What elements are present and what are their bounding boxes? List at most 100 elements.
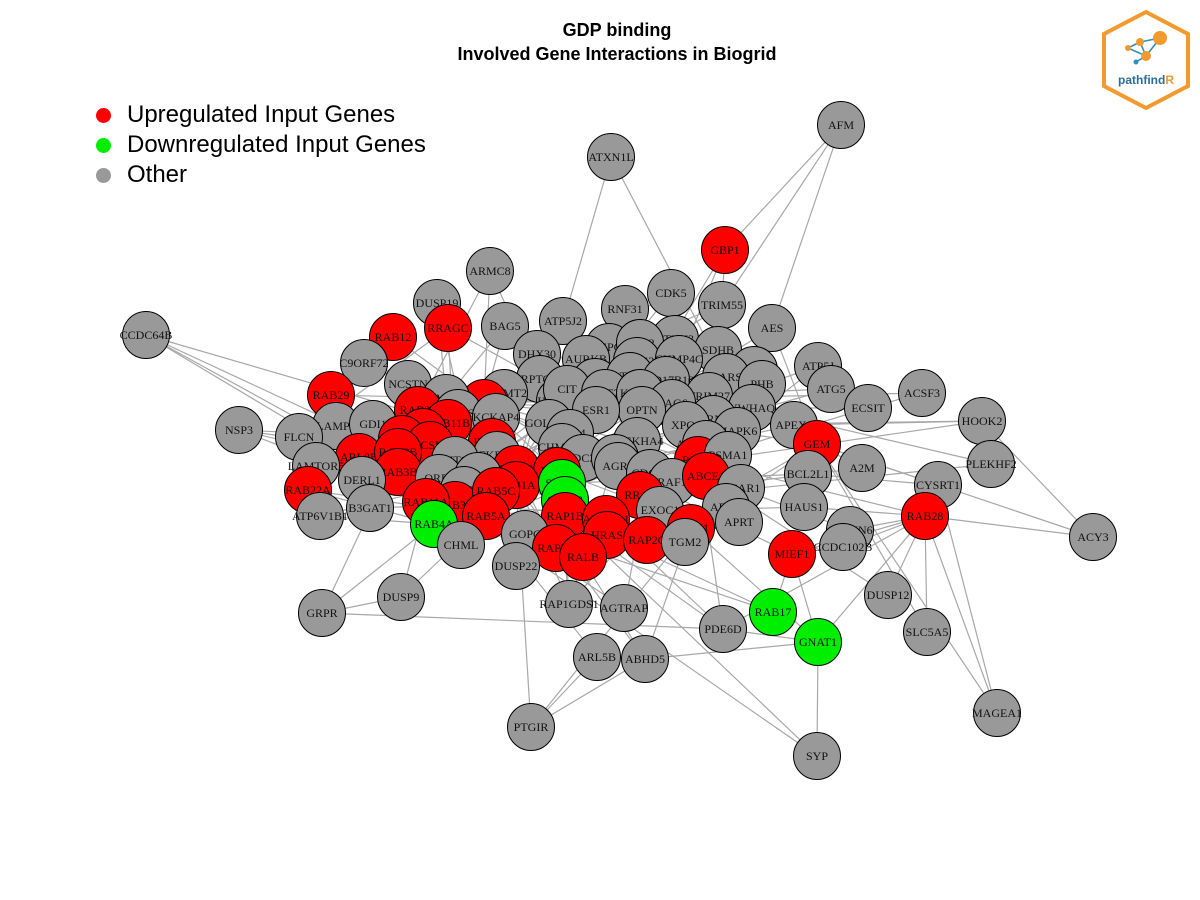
gene-node-ccdc64b: CCDC64B bbox=[120, 311, 173, 359]
gene-node-label: RAB5A bbox=[466, 509, 506, 523]
gene-node-dusp22: DUSP22 bbox=[492, 542, 540, 590]
gene-node-circle bbox=[424, 304, 472, 352]
gene-node-label: PLEKHF2 bbox=[965, 457, 1016, 471]
gene-node-mief1: MIEF1 bbox=[768, 530, 816, 578]
gene-node-circle bbox=[780, 483, 828, 531]
gene-node-circle bbox=[377, 573, 425, 621]
gene-node-c9orf72: C9ORF72 bbox=[339, 339, 389, 387]
gene-node-circle bbox=[466, 247, 514, 295]
gene-node-label: ESR1 bbox=[582, 403, 610, 417]
gene-node-label: LAMP3 bbox=[316, 419, 355, 433]
gene-node-abhd5: ABHD5 bbox=[621, 635, 669, 683]
gene-node-rab28: RAB28 bbox=[901, 492, 949, 540]
gene-node-label: DUSP9 bbox=[383, 590, 420, 604]
gene-node-label: CCDC64B bbox=[120, 328, 173, 342]
gene-node-circle bbox=[768, 530, 816, 578]
gene-node-cdk5: CDK5 bbox=[647, 269, 695, 317]
gene-node-circle bbox=[587, 133, 635, 181]
gene-node-label: RAB28 bbox=[907, 509, 944, 523]
gene-node-circle bbox=[481, 302, 529, 350]
gene-node-circle bbox=[864, 571, 912, 619]
legend-label-down: Downregulated Input Genes bbox=[127, 131, 426, 158]
gene-node-label: RAP1GDS1 bbox=[539, 597, 598, 611]
gene-node-tgm2: TGM2 bbox=[661, 518, 709, 566]
gene-node-label: HRAS bbox=[591, 528, 623, 542]
gene-node-label: GBP1 bbox=[710, 243, 739, 257]
gene-node-label: B3GAT1 bbox=[348, 501, 391, 515]
gene-node-label: RRAGC bbox=[427, 321, 468, 335]
gene-node-slc5a5: SLC5A5 bbox=[903, 608, 951, 656]
gene-node-ptgir: PTGIR bbox=[507, 703, 555, 751]
gene-node-ecsit: ECSIT bbox=[844, 384, 892, 432]
gene-node-label: HAUS1 bbox=[785, 500, 824, 514]
gene-node-circle bbox=[793, 732, 841, 780]
edge bbox=[924, 515, 998, 714]
edge bbox=[924, 515, 1094, 538]
gene-node-circle bbox=[122, 311, 170, 359]
legend-item-other: Other bbox=[96, 160, 426, 190]
gene-node-atxn1l: ATXN1L bbox=[587, 133, 635, 181]
gene-node-label: GNAT1 bbox=[799, 635, 837, 649]
gene-node-label: ACSF3 bbox=[904, 386, 940, 400]
gene-node-label: ABHD5 bbox=[625, 652, 665, 666]
gene-node-afm: AFM bbox=[817, 101, 865, 149]
gene-node-label: RAB17 bbox=[755, 605, 792, 619]
gene-node-label: CIT bbox=[557, 382, 577, 396]
gene-node-label: ATXN1L bbox=[588, 150, 633, 164]
gene-node-label: DUSP12 bbox=[867, 588, 910, 602]
gene-node-circle bbox=[817, 101, 865, 149]
gene-node-label: AGR2 bbox=[602, 459, 633, 473]
edge bbox=[981, 420, 1094, 538]
gene-node-acsf3: ACSF3 bbox=[898, 369, 946, 417]
gene-node-label: ATP5J2 bbox=[544, 314, 582, 328]
gene-node-ccdc102b: CCDC102B bbox=[814, 523, 872, 571]
gene-node-acy3: ACY3 bbox=[1069, 513, 1117, 561]
svg-text:pathfindR: pathfindR bbox=[1118, 73, 1174, 87]
gene-node-circle bbox=[539, 297, 587, 345]
gene-node-circle bbox=[340, 339, 388, 387]
gene-node-label: ATP6V1B1 bbox=[292, 509, 348, 523]
gene-node-label: AGTRAP bbox=[600, 601, 648, 615]
gene-node-label: ACY3 bbox=[1077, 530, 1108, 544]
gene-node-label: AFM bbox=[828, 118, 854, 132]
edge bbox=[321, 612, 724, 630]
gene-node-circle bbox=[298, 589, 346, 637]
title-line-1: GDP binding bbox=[562, 20, 672, 40]
gene-node-agtrap: AGTRAP bbox=[600, 584, 648, 632]
gene-node-label: DUSP22 bbox=[495, 559, 538, 573]
gene-node-circle bbox=[844, 384, 892, 432]
legend-item-up: Upregulated Input Genes bbox=[96, 100, 426, 130]
gene-node-trim55: TRIM55 bbox=[698, 281, 746, 329]
gene-node-label: PDE6D bbox=[704, 622, 742, 636]
gene-node-circle bbox=[749, 588, 797, 636]
gene-node-pde6d: PDE6D bbox=[699, 605, 747, 653]
gene-node-label: RAB12 bbox=[375, 330, 412, 344]
gene-node-circle bbox=[901, 492, 949, 540]
edge bbox=[690, 527, 819, 643]
gene-node-aes: AES bbox=[748, 304, 796, 352]
gene-node-gnat1: GNAT1 bbox=[794, 618, 842, 666]
gene-node-label: RALB bbox=[567, 550, 599, 564]
gene-node-label: ATG5 bbox=[816, 382, 845, 396]
gene-node-circle bbox=[559, 533, 607, 581]
gene-node-label: OPTN bbox=[626, 403, 658, 417]
gene-node-gbp1: GBP1 bbox=[701, 226, 749, 274]
gene-node-label: TGM2 bbox=[669, 535, 702, 549]
gene-node-hook2: HOOK2 bbox=[958, 397, 1006, 445]
gene-node-dusp9: DUSP9 bbox=[377, 573, 425, 621]
gene-node-label: TRIM55 bbox=[701, 298, 743, 312]
gene-node-label: RAB4A bbox=[414, 517, 454, 531]
edge bbox=[816, 443, 998, 714]
gene-node-label: MIEF1 bbox=[775, 547, 810, 561]
gene-node-atp6v1b1: ATP6V1B1 bbox=[292, 492, 348, 540]
gene-node-circle bbox=[296, 492, 344, 540]
legend: Upregulated Input Genes Downregulated In… bbox=[96, 100, 426, 190]
gene-node-aprt: APRT bbox=[715, 498, 763, 546]
gene-node-circle bbox=[819, 523, 867, 571]
gene-node-label: ECSIT bbox=[851, 401, 885, 415]
gene-node-circle bbox=[903, 608, 951, 656]
gene-node-label: ARL5B bbox=[578, 650, 616, 664]
gene-node-circle bbox=[346, 484, 394, 532]
